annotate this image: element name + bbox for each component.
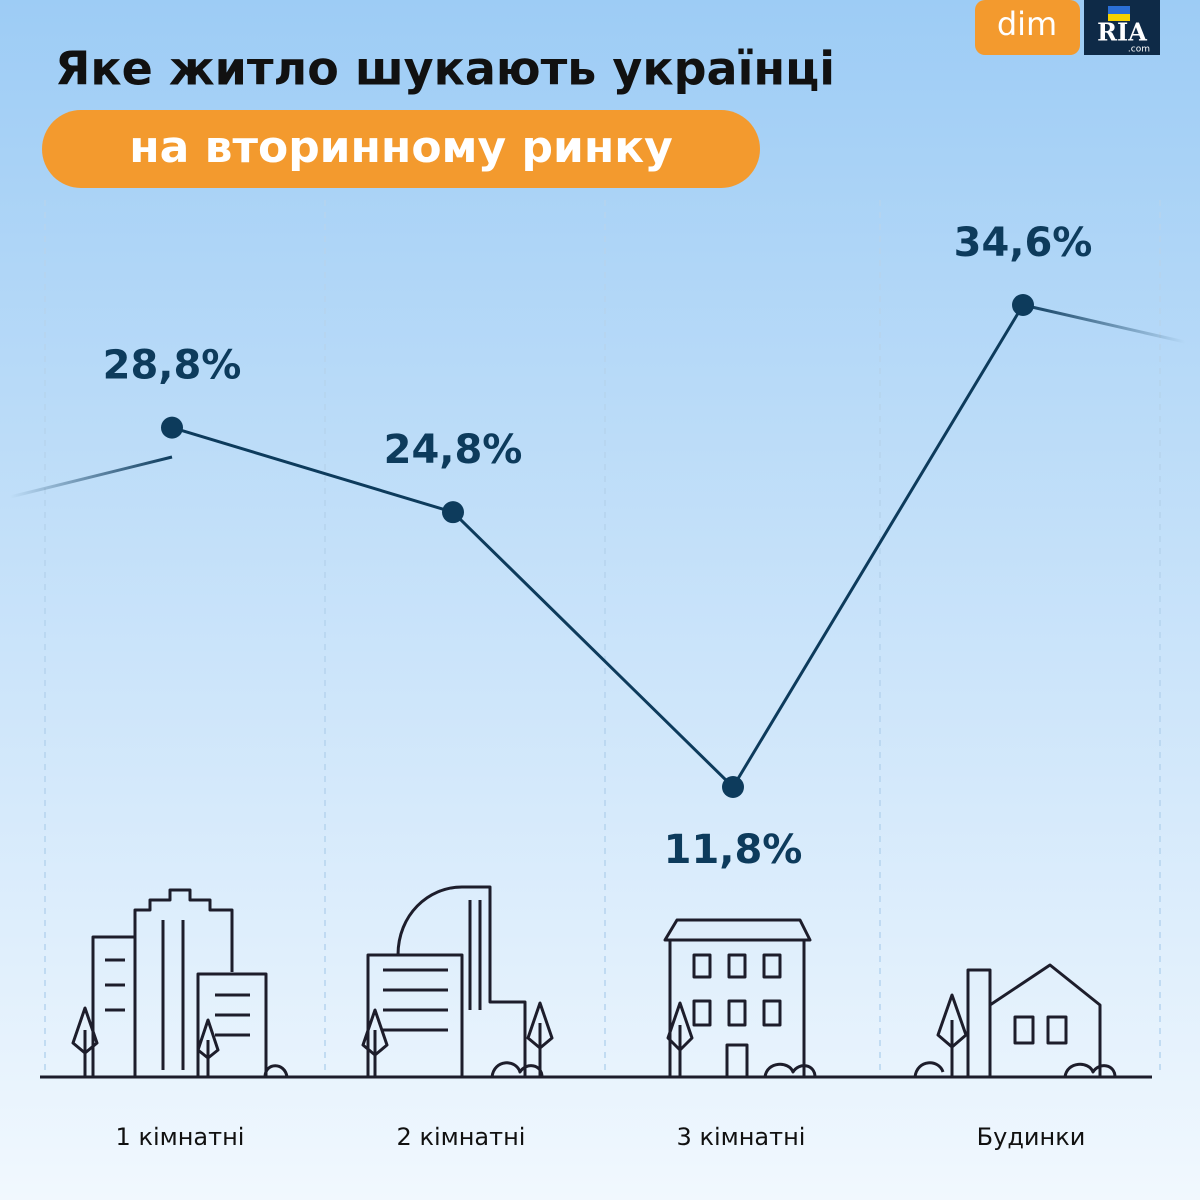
logo-ria: RIA: [1097, 18, 1147, 47]
value-label: 28,8%: [103, 343, 242, 389]
point: [1012, 294, 1034, 316]
building-1: [71, 888, 289, 1079]
value-label: 34,6%: [954, 220, 1093, 266]
chart-title: Яке житло шукають українці: [55, 42, 835, 96]
logo-dim: dim: [997, 5, 1057, 43]
x-tick-label: 1 кімнатні: [116, 1123, 245, 1151]
point: [161, 416, 183, 439]
value-label: 11,8%: [664, 827, 803, 873]
logo-com: .com: [1128, 45, 1150, 55]
line: [171, 304, 1025, 790]
decor-grid: [44, 200, 1161, 1075]
chart-subtitle: на вторинному ринку: [129, 122, 673, 173]
x-tick-label: 3 кімнатні: [677, 1123, 806, 1151]
building-4: [913, 963, 1117, 1078]
point: [442, 501, 464, 524]
flag: [1108, 6, 1130, 14]
subtitle-pill: [42, 110, 760, 188]
point: [722, 776, 744, 798]
logo-dim-bg: [975, 0, 1080, 55]
line-trail: [1022, 303, 1186, 344]
x-tick-label: 2 кімнатні: [397, 1123, 526, 1151]
flag: [1108, 14, 1130, 21]
x-tick-label: Будинки: [977, 1123, 1086, 1151]
line-lead: [9, 455, 173, 499]
building-2: [361, 885, 554, 1079]
building-3: [663, 918, 817, 1079]
value-label: 24,8%: [384, 427, 523, 473]
